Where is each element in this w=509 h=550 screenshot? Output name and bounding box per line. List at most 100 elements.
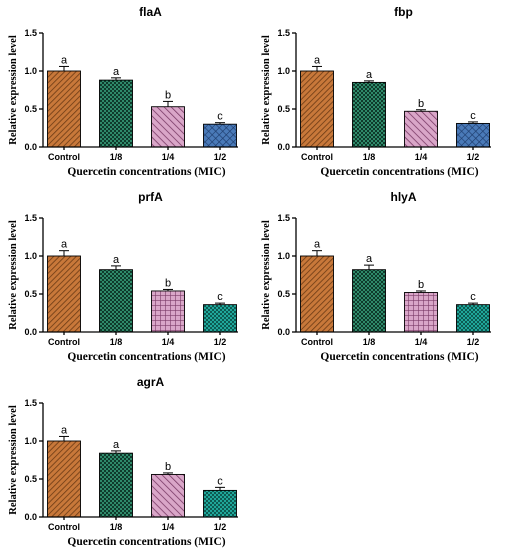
chart-title: flaA [139,5,162,19]
y-tick-label: 1.0 [277,66,290,76]
significance-letter: a [113,66,120,78]
y-tick-label: 1.5 [24,398,37,408]
chart-title: hlyA [390,190,416,204]
x-axis-label: Quercetin concentrations (MIC) [320,166,478,178]
bar-1/2 [203,123,237,148]
significance-letter: a [113,254,120,266]
chart-title: prfA [138,190,163,204]
bar-Control [47,440,81,518]
y-axis-label: Relative expression level [8,405,19,515]
significance-letter: c [217,111,223,123]
y-tick-label: 0.5 [24,474,37,484]
significance-letter: a [366,253,373,265]
x-axis-label: Quercetin concentrations (MIC) [320,351,478,363]
y-tick-label: 1.0 [24,436,37,446]
y-tick-label: 0.0 [277,327,290,337]
bar-1/4 [151,473,185,518]
bar-1/4 [404,292,438,333]
y-tick-label: 0.5 [24,289,37,299]
significance-letter: a [61,424,68,436]
bar-Control [47,255,81,333]
y-tick-label: 1.5 [277,213,290,223]
bar-1/8 [99,79,133,148]
y-tick-label: 0.0 [24,142,37,152]
significance-letter: a [366,69,373,81]
y-axis-label: Relative expression level [261,35,272,145]
significance-letter: b [165,89,171,101]
chart-panel-prfA: prfA Relative expression level a Control a 1/… [8,190,238,363]
significance-letter: c [470,110,476,122]
bar-Control [300,70,334,148]
bar-1/8 [352,269,386,333]
significance-letter: b [165,461,171,473]
y-tick-label: 0.0 [277,142,290,152]
x-tick-label: Control [48,337,80,347]
y-axis-label: Relative expression level [8,35,19,145]
bar-1/8 [352,81,386,148]
x-tick-label: 1/8 [363,152,376,162]
chart-title: fbp [394,5,413,19]
bar-1/8 [99,452,133,518]
x-axis-label: Quercetin concentrations (MIC) [67,536,225,548]
x-tick-label: 1/2 [214,337,227,347]
significance-letter: c [217,291,223,303]
x-tick-label: 1/2 [467,152,480,162]
significance-letter: a [113,439,120,451]
significance-letter: c [470,291,476,303]
y-tick-label: 0.0 [24,327,37,337]
x-tick-label: 1/2 [214,152,227,162]
y-axis-label: Relative expression level [8,220,19,330]
bar-1/8 [99,269,133,333]
bar-1/4 [151,106,185,148]
bar-1/2 [203,304,237,333]
x-tick-label: 1/4 [415,337,428,347]
significance-letter: b [418,98,424,110]
chart-panel-fbp: fbp Relative expression level a Control a 1/8… [261,5,491,178]
chart-title: agrA [137,375,165,389]
bar-1/2 [456,304,490,333]
x-tick-label: 1/8 [363,337,376,347]
x-tick-label: 1/4 [415,152,428,162]
chart-panel-hlyA: hlyA Relative expression level a Control a 1/… [261,190,491,363]
y-tick-label: 0.5 [277,104,290,114]
y-tick-label: 1.0 [277,251,290,261]
significance-letter: a [314,54,321,66]
x-tick-label: 1/4 [162,522,175,532]
x-tick-label: 1/2 [467,337,480,347]
y-axis-label: Relative expression level [261,220,272,330]
x-tick-label: 1/4 [162,152,175,162]
x-tick-label: 1/4 [162,337,175,347]
y-tick-label: 1.0 [24,66,37,76]
x-tick-label: Control [48,522,80,532]
x-tick-label: 1/8 [110,522,123,532]
x-tick-label: 1/8 [110,152,123,162]
y-tick-label: 0.5 [277,289,290,299]
bar-Control [300,255,334,333]
x-tick-label: Control [48,152,80,162]
bar-1/4 [151,290,185,333]
y-tick-label: 1.5 [277,28,290,38]
x-tick-label: 1/2 [214,522,227,532]
y-tick-label: 1.5 [24,28,37,38]
x-tick-label: Control [301,152,333,162]
x-axis-label: Quercetin concentrations (MIC) [67,351,225,363]
significance-letter: b [165,277,171,289]
bar-1/2 [456,122,490,148]
significance-letter: c [217,475,223,487]
chart-panel-agrA: agrA Relative expression level a Control a 1/… [8,375,238,548]
significance-letter: a [61,239,68,251]
x-axis-label: Quercetin concentrations (MIC) [67,166,225,178]
x-tick-label: Control [301,337,333,347]
y-tick-label: 1.0 [24,251,37,261]
significance-letter: a [61,54,68,66]
x-tick-label: 1/8 [110,337,123,347]
bar-Control [47,70,81,148]
significance-letter: b [418,279,424,291]
y-tick-label: 0.5 [24,104,37,114]
y-tick-label: 1.5 [24,213,37,223]
bar-1/4 [404,110,438,148]
significance-letter: a [314,239,321,251]
bar-1/2 [203,489,237,518]
y-tick-label: 0.0 [24,512,37,522]
